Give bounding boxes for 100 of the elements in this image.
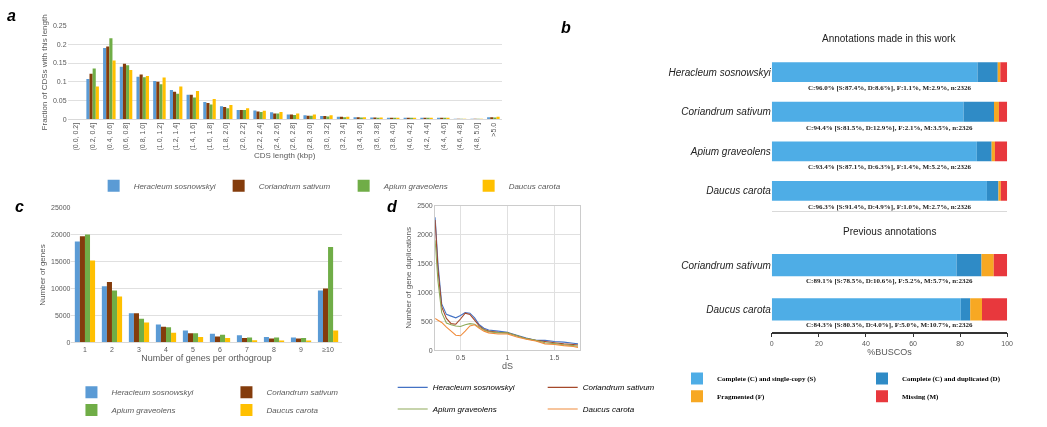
bar [362, 117, 367, 120]
bar [771, 254, 957, 277]
bar [333, 330, 339, 343]
text: b [561, 19, 571, 36]
bar [994, 141, 1008, 162]
y-tick-label: Daucus carota [706, 185, 772, 197]
bar [771, 180, 987, 201]
y-axis-title: Fraction of CDSs with this length [39, 14, 49, 131]
bar [138, 318, 145, 343]
bar [214, 336, 221, 343]
bar [101, 286, 107, 343]
bar [74, 241, 80, 343]
bar [963, 101, 994, 122]
bar [89, 73, 93, 120]
y-axis-title: Number of genes [37, 244, 47, 306]
bar [117, 296, 123, 343]
legend-label: Apium graveolens [110, 406, 176, 416]
bar [84, 234, 91, 343]
bar [1000, 62, 1008, 83]
bar [994, 101, 999, 122]
bar [119, 66, 123, 120]
bar [328, 246, 334, 343]
bar [86, 79, 90, 120]
text: c [15, 198, 24, 215]
x-axis-title: Number of genes per orthogroup [141, 352, 272, 363]
bar [195, 91, 200, 120]
bar [960, 298, 971, 321]
bar [112, 60, 116, 120]
text: a [7, 7, 16, 24]
bar [981, 298, 1008, 321]
bar [79, 236, 85, 343]
bar [956, 254, 982, 277]
bar [193, 333, 199, 343]
bar [241, 338, 248, 343]
bar [263, 336, 269, 343]
bar [160, 326, 166, 343]
y-tick-label: Apium graveolens [689, 145, 771, 157]
bar [225, 338, 231, 343]
chart-title: Annotations made in this work [822, 33, 957, 44]
bar [179, 86, 183, 120]
legend-label: Daucus carota [582, 405, 635, 415]
bar [155, 324, 161, 343]
bar [126, 65, 130, 120]
legend-label: Coriandrum sativum [258, 181, 331, 191]
chart-title: Previous annotations [843, 226, 937, 237]
x-axis-title: %BUSCOs [867, 346, 913, 357]
bar [122, 63, 127, 120]
bar [209, 333, 215, 343]
bar [993, 254, 1008, 277]
legend-label: Daucus carota [266, 406, 319, 416]
bar [187, 333, 194, 343]
x-axis-title: CDS length (kbp) [253, 150, 316, 160]
bar [970, 298, 982, 321]
legend-label: Coriandrum sativum [582, 383, 655, 393]
bar [133, 313, 139, 343]
bar [981, 254, 994, 277]
y-tick-label: Heracleum sosnowskyi [668, 66, 772, 78]
bar [771, 298, 961, 321]
bar [323, 288, 329, 343]
bar [106, 281, 112, 343]
bar [252, 340, 258, 343]
bar [169, 89, 173, 120]
bar [95, 86, 99, 120]
legend-label: Heracleum sosnowskyi [111, 388, 194, 398]
bar [242, 110, 247, 120]
bar [771, 101, 964, 122]
bar [128, 313, 134, 343]
bar [998, 180, 1001, 201]
bar [129, 70, 133, 120]
legend-label: Heracleum sosnowskyi [133, 181, 216, 191]
bar [771, 141, 977, 162]
bar [109, 38, 113, 120]
y-tick-label: Coriandrum sativum [681, 259, 771, 271]
legend-label: Daucus carota [508, 181, 561, 191]
bar [162, 77, 166, 120]
bar [144, 322, 150, 343]
bar [301, 338, 307, 343]
bar [229, 104, 233, 120]
bar [986, 180, 999, 201]
bar [198, 336, 204, 343]
bar [977, 62, 998, 83]
bar [236, 335, 242, 343]
bar [976, 141, 992, 162]
y-tick-label: Daucus carota [706, 303, 772, 315]
bar [92, 68, 96, 120]
bar [111, 290, 118, 343]
legend-label: Heracleum sosnowskyi [432, 383, 515, 393]
legend-label: Coriandrum sativum [266, 388, 339, 398]
bar [219, 106, 224, 120]
bar [171, 332, 177, 343]
y-tick-label: Coriandrum sativum [681, 106, 771, 118]
bar [771, 62, 978, 83]
text: d [387, 198, 398, 215]
legend-label: Apium graveolens [382, 181, 448, 191]
bar [182, 330, 188, 343]
bar [172, 91, 177, 120]
bar [212, 98, 216, 120]
bar [1000, 180, 1008, 201]
line-series [435, 317, 579, 348]
bar [998, 101, 1008, 122]
